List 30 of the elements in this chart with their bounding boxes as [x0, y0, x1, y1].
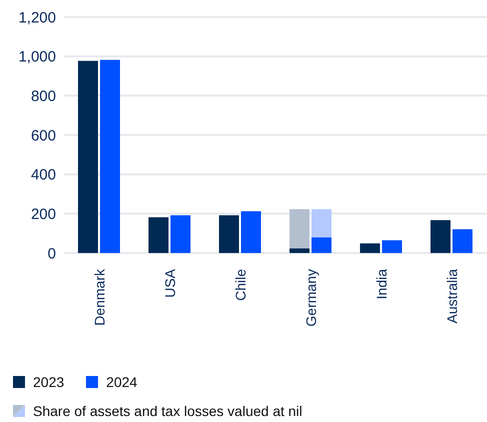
y-tick-label: 1,000	[18, 48, 56, 66]
y-tick-label: 400	[30, 166, 56, 184]
bar	[312, 209, 332, 238]
bar	[241, 211, 261, 253]
bar	[219, 215, 239, 253]
y-tick-label: 600	[30, 127, 56, 144]
legend-label: 2023	[33, 374, 64, 390]
x-tick-label: Germany	[302, 269, 319, 327]
bar	[312, 237, 332, 253]
x-tick-label: Denmark	[91, 268, 108, 326]
x-tick-label: USA	[162, 268, 178, 298]
x-tick-label: India	[373, 268, 390, 300]
bar	[290, 248, 310, 253]
bar	[382, 240, 402, 253]
x-tick-label: Australia	[444, 268, 460, 324]
y-tick-label: 0	[48, 245, 56, 262]
legend-label: 2024	[106, 374, 138, 390]
bar	[100, 60, 120, 253]
bar	[170, 215, 190, 253]
y-tick-label: 200	[30, 206, 56, 223]
legend-label: Share of assets and tax losses valued at nil	[33, 403, 302, 419]
x-tick-label: Chile	[232, 268, 248, 301]
bar	[78, 60, 98, 253]
bar	[148, 217, 168, 253]
bar	[452, 229, 472, 253]
bar	[290, 209, 310, 248]
y-tick-label: 1,200	[18, 9, 56, 26]
bar	[430, 220, 450, 253]
y-tick-label: 800	[30, 88, 56, 105]
bar	[360, 243, 380, 253]
